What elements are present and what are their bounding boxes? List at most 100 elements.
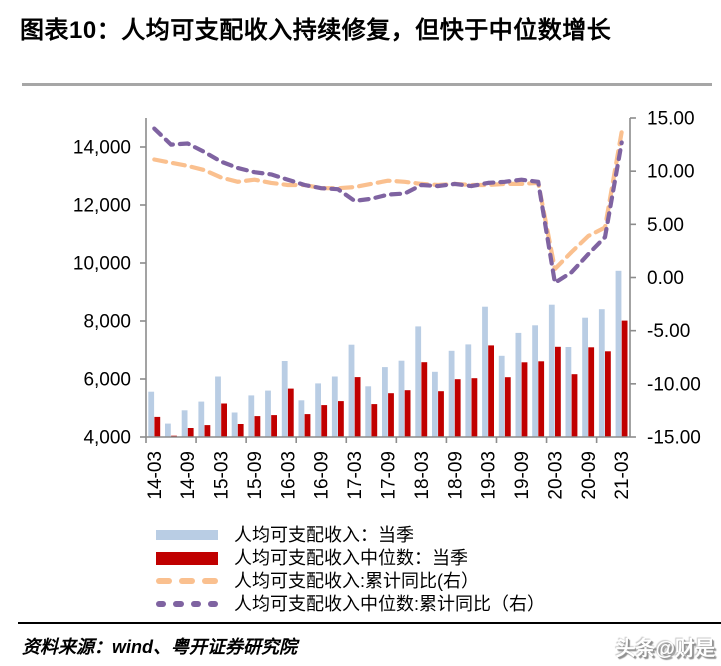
svg-text:8,000: 8,000 <box>83 312 131 333</box>
bar <box>248 395 255 437</box>
svg-text:10.00: 10.00 <box>647 162 695 183</box>
svg-text:18-03: 18-03 <box>412 451 433 500</box>
bar <box>215 376 221 437</box>
bar <box>471 378 478 437</box>
svg-text:6,000: 6,000 <box>83 370 131 391</box>
bar <box>615 270 622 437</box>
bar <box>298 400 305 437</box>
bar <box>271 415 277 437</box>
axes <box>140 117 636 443</box>
bar <box>187 428 194 437</box>
svg-text:-5.00: -5.00 <box>647 321 690 342</box>
bar <box>321 405 328 437</box>
bar <box>488 345 494 437</box>
bar <box>588 347 595 437</box>
bar <box>165 423 171 437</box>
legend-swatch-income-bar <box>156 530 218 540</box>
legend-item-income-yoy-line: 人均可支配收入:累计同比(右） <box>156 570 545 592</box>
bar <box>432 371 438 437</box>
bar <box>482 306 488 437</box>
bar <box>331 376 338 437</box>
bar <box>231 412 238 437</box>
bar <box>515 332 522 437</box>
bar <box>571 374 578 437</box>
svg-text:16-03: 16-03 <box>278 451 299 500</box>
chart-area: 14,000 12,000 10,000 8,000 6,000 4,000 15.00 10… <box>0 90 721 522</box>
legend-swatch-median-yoy <box>156 601 218 607</box>
legend-label: 人均可支配收入：当季 <box>234 525 414 545</box>
svg-text:19-03: 19-03 <box>479 451 500 500</box>
svg-text:20-03: 20-03 <box>545 451 566 500</box>
legend-label: 人均可支配收入中位数:累计同比（右） <box>234 594 545 614</box>
svg-text:15-03: 15-03 <box>212 451 233 500</box>
line-series-1 <box>152 126 624 285</box>
bar-series-0 <box>148 270 622 437</box>
svg-text:14,000: 14,000 <box>73 138 131 159</box>
bar <box>465 344 472 437</box>
svg-text:5.00: 5.00 <box>647 215 684 236</box>
bar <box>198 401 205 437</box>
bar <box>621 320 628 437</box>
bar <box>354 377 361 437</box>
watermark: 头条@财是 <box>615 638 715 660</box>
bar <box>338 401 344 437</box>
page-title: 图表10：人均可支配收入持续修复，但快于中位数增长 <box>20 17 612 44</box>
bar <box>454 379 461 437</box>
bar <box>154 416 161 437</box>
bar <box>532 325 538 437</box>
bar <box>204 425 211 437</box>
bar <box>565 347 572 437</box>
svg-text:14-09: 14-09 <box>178 451 199 500</box>
bar <box>582 317 588 437</box>
svg-text:16-09: 16-09 <box>312 451 333 500</box>
bar <box>448 350 455 437</box>
svg-text:4,000: 4,000 <box>83 428 131 449</box>
bar <box>148 391 155 437</box>
bar <box>421 362 428 437</box>
bar <box>388 393 394 437</box>
legend-item-median-yoy-line: 人均可支配收入中位数:累计同比（右） <box>156 593 545 615</box>
bar <box>348 344 355 437</box>
bar <box>521 362 528 437</box>
svg-text:10,000: 10,000 <box>73 254 131 275</box>
bar <box>382 367 388 437</box>
header-divider <box>22 83 712 86</box>
svg-text:17-09: 17-09 <box>379 451 400 500</box>
bar <box>254 416 261 437</box>
svg-text:12,000: 12,000 <box>73 196 131 217</box>
bar <box>237 424 244 437</box>
bar <box>365 386 372 437</box>
bar <box>504 377 511 437</box>
legend-swatch-income-yoy <box>156 578 218 584</box>
bar <box>287 388 294 437</box>
svg-text:21-03: 21-03 <box>612 451 633 500</box>
bar <box>415 326 422 437</box>
svg-text:-15.00: -15.00 <box>647 428 701 449</box>
chart-legend: 人均可支配收入：当季 人均可支配收入中位数：当季 人均可支配收入:累计同比(右）… <box>156 524 545 615</box>
bar-series-1 <box>154 320 628 437</box>
legend-swatch-median-bar <box>156 551 218 565</box>
source-note: 资料来源：wind、粤开证券研究院 <box>22 637 297 657</box>
bar <box>538 361 545 437</box>
legend-item-median-bar: 人均可支配收入中位数：当季 <box>156 547 545 569</box>
legend-label: 人均可支配收入:累计同比(右） <box>234 571 479 591</box>
svg-text:15-09: 15-09 <box>245 451 266 500</box>
footer-divider <box>18 622 721 624</box>
bar <box>281 361 288 437</box>
bar <box>221 403 227 437</box>
bar <box>371 404 378 437</box>
svg-text:14-03: 14-03 <box>145 451 166 500</box>
legend-label: 人均可支配收入中位数：当季 <box>234 548 468 568</box>
bar <box>605 351 611 437</box>
bar <box>598 309 605 437</box>
svg-text:17-03: 17-03 <box>345 451 366 500</box>
bar <box>555 346 561 437</box>
bar <box>304 414 311 437</box>
left-axis-labels: 14,000 12,000 10,000 8,000 6,000 4,000 <box>73 138 131 449</box>
bar <box>181 410 188 437</box>
svg-text:15.00: 15.00 <box>647 109 695 130</box>
bar <box>265 390 271 437</box>
bar <box>398 360 405 437</box>
right-axis-labels: 15.00 10.00 5.00 0.00 -5.00 -10.00 -15.00 <box>647 109 701 449</box>
bar <box>315 383 321 437</box>
